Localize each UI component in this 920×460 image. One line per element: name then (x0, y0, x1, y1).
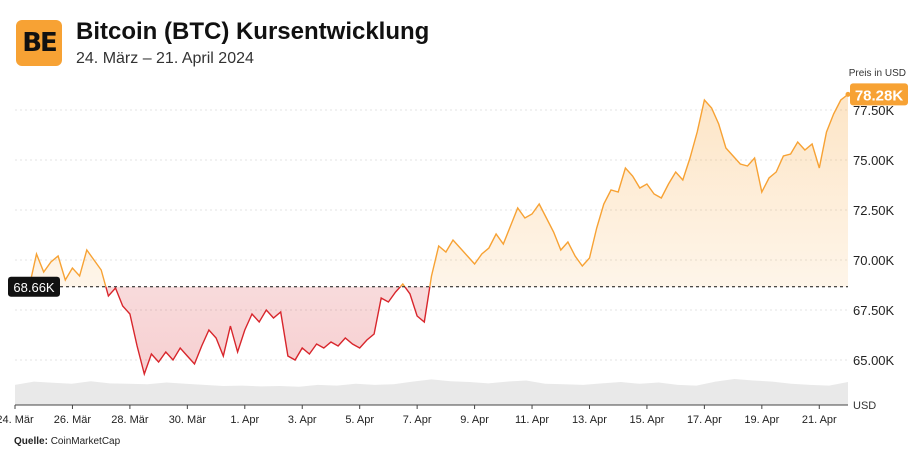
last-value-badge (850, 83, 908, 106)
baseline-badge (8, 276, 60, 297)
logo-text: BE (22, 28, 58, 58)
y-tick-label: 72.50K (853, 203, 895, 218)
baseline-badge-label: 68.66K (13, 280, 55, 295)
logo: BE (16, 20, 62, 66)
x-tick-label: 17. Apr (687, 414, 722, 426)
x-tick-label: 13. Apr (572, 414, 607, 426)
source-label: Quelle: (14, 436, 48, 447)
x-tick-label: 11. Apr (515, 414, 549, 426)
x-tick-label: 1. Apr (230, 414, 259, 426)
chart-title: Bitcoin (BTC) Kursentwicklung (76, 18, 430, 45)
source-note: Quelle: CoinMarketCap (14, 436, 120, 447)
x-tick-label: 24. Mär (0, 414, 34, 426)
y-axis-unit-label: Preis in USD (848, 68, 906, 79)
chart-subtitle: 24. März – 21. April 2024 (76, 50, 254, 67)
x-tick-label: 26. Mär (54, 414, 92, 426)
volume-area (15, 379, 848, 405)
x-tick-label: 5. Apr (345, 414, 374, 426)
y-tick-label: 77.50K (853, 103, 895, 118)
x-tick-label: 9. Apr (460, 414, 489, 426)
x-tick-label: 21. Apr (802, 414, 837, 426)
price-line-below (105, 286, 431, 377)
x-tick-label: 3. Apr (288, 414, 317, 426)
x-tick-label: 30. Mär (169, 414, 207, 426)
y-tick-label: 70.00K (853, 253, 895, 268)
price-line-above (28, 93, 849, 287)
y-tick-label: 65.00K (853, 353, 895, 368)
x-tick-label: 15. Apr (630, 414, 665, 426)
x-axis-unit-label: USD (853, 400, 876, 412)
last-value-label: 78.28K (855, 87, 904, 104)
source-value: CoinMarketCap (50, 436, 121, 447)
area-below-baseline (29, 286, 848, 374)
last-point (845, 91, 851, 97)
y-tick-label: 75.00K (853, 153, 895, 168)
x-tick-label: 7. Apr (403, 414, 432, 426)
x-tick-label: 19. Apr (744, 414, 779, 426)
x-tick-label: 28. Mär (111, 414, 149, 426)
area-above-baseline (29, 94, 848, 287)
y-tick-label: 67.50K (853, 303, 895, 318)
